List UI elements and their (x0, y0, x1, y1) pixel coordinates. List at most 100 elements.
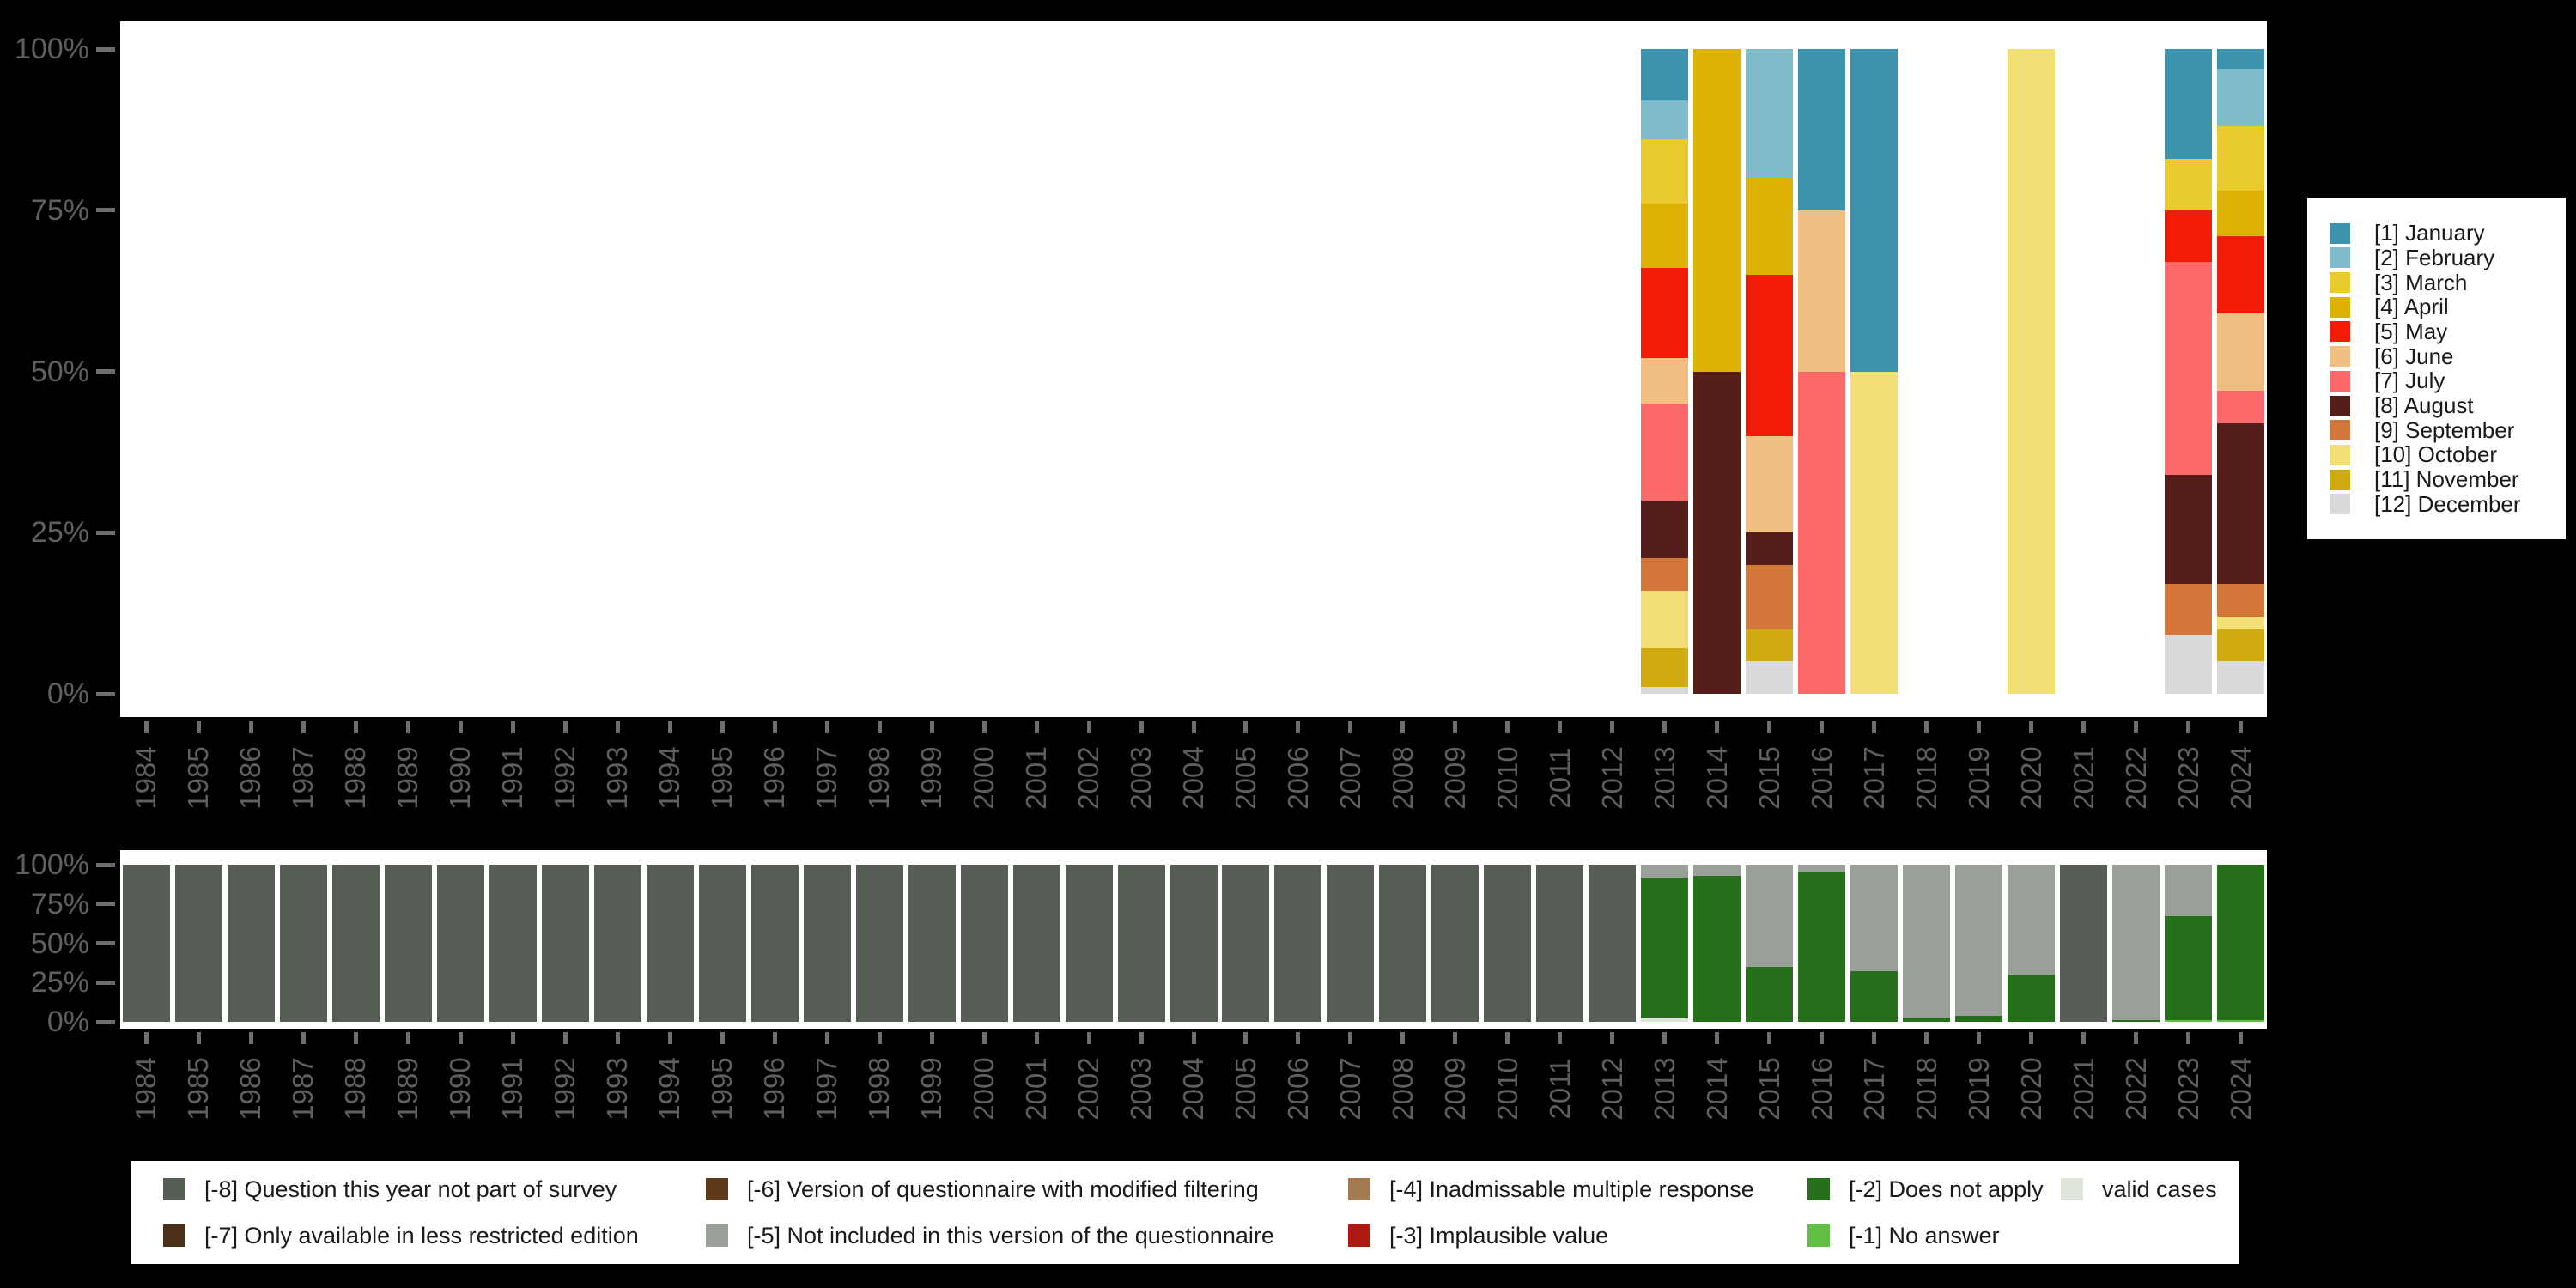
month-chart-x-tick-label: 2009 (1438, 746, 1471, 810)
missing-chart-x-tick-mark (1558, 1032, 1563, 1044)
missing-chart-bar-segment (1850, 865, 1899, 972)
missing-chart-x-tick-label: 2005 (1229, 1057, 1261, 1121)
month-chart-y-tick-label: 75% (30, 193, 89, 227)
missing-chart-bar-segment (646, 865, 694, 1022)
missing-chart-x-tick-mark (1453, 1032, 1458, 1044)
missing-chart-bar-segment (1693, 875, 1741, 1022)
missing-chart-y-tick-mark (96, 902, 115, 907)
month-chart-bar-segment (2217, 235, 2264, 313)
missing-legend-label: [-7] Only available in less restricted e… (204, 1222, 639, 1249)
missing-chart-x-tick-label: 2019 (1962, 1057, 1995, 1121)
missing-chart-bar-segment (1274, 865, 1322, 1022)
month-legend-label: [10] October (2374, 441, 2498, 468)
month-chart-x-tick-mark (929, 721, 934, 733)
month-legend-swatch (2330, 469, 2350, 490)
missing-chart-bar-segment (1431, 865, 1479, 1022)
missing-chart-x-tick-label: 2018 (1910, 1057, 1942, 1121)
missing-chart-x-tick-mark (2081, 1032, 2087, 1044)
missing-legend-item: [-6] Version of questionnaire with modif… (706, 1176, 1259, 1202)
missing-chart-y-tick-label: 0% (46, 1005, 89, 1038)
month-chart-x-tick-mark (824, 721, 829, 733)
missing-chart-bar-segment (1798, 865, 1846, 873)
month-chart-x-tick-mark (2029, 721, 2034, 733)
month-chart-bar-segment (2217, 584, 2264, 617)
month-chart-x-tick-mark (1243, 721, 1249, 733)
month-legend-item: [8] August (2330, 392, 2566, 418)
missing-chart-bar-segment (227, 865, 275, 1022)
month-chart-x-tick-mark (1034, 721, 1039, 733)
month-chart-x-tick-label: 2024 (2224, 746, 2257, 810)
missing-chart-bar-segment (1903, 865, 1951, 1018)
month-legend-item: [9] September (2330, 417, 2566, 443)
month-chart-bar-segment (1641, 139, 1689, 204)
month-legend-label: [6] June (2374, 343, 2454, 369)
month-chart-bar-segment (2217, 422, 2264, 585)
missing-chart-x-tick-mark (301, 1032, 306, 1044)
missing-chart-bar-segment (698, 865, 746, 1022)
missing-chart-bar-segment (1746, 865, 1794, 967)
missing-chart-x-tick-mark (981, 1032, 987, 1044)
month-legend-item: [12] December (2330, 491, 2566, 517)
missing-chart-bar-segment (2217, 865, 2264, 1021)
month-chart-x-tick-mark (353, 721, 358, 733)
month-chart-bar-segment (1641, 558, 1689, 591)
month-chart-x-tick-label: 2014 (1700, 746, 1733, 810)
missing-legend-swatch (706, 1224, 728, 1247)
missing-chart-x-tick-mark (667, 1032, 672, 1044)
missing-chart-x-tick-label: 2001 (1020, 1057, 1053, 1121)
missing-chart-y-tick-label: 50% (30, 927, 89, 960)
month-chart-bar-segment (2165, 635, 2213, 694)
missing-chart-x-tick-label: 1994 (653, 1057, 686, 1121)
month-chart-x-tick-mark (1453, 721, 1458, 733)
month-chart-x-tick-mark (143, 721, 149, 733)
missing-chart-x-tick-label: 1988 (339, 1057, 372, 1121)
missing-chart-y-tick-mark (96, 941, 115, 945)
month-legend-swatch (2330, 420, 2350, 441)
month-chart-x-tick-label: 1984 (130, 746, 162, 810)
missing-chart-x-tick-mark (1977, 1032, 1982, 1044)
month-chart-bar-segment (2217, 49, 2264, 69)
missing-legend-label: [-8] Question this year not part of surv… (204, 1176, 617, 1202)
month-chart-x-tick-mark (1348, 721, 1353, 733)
missing-chart-bar-segment (1955, 865, 2003, 1016)
month-chart-bar-segment (2165, 158, 2213, 210)
missing-chart-x-tick-label: 1996 (758, 1057, 791, 1121)
month-chart-x-tick-mark (1139, 721, 1144, 733)
month-legend-item: [6] June (2330, 343, 2566, 369)
missing-chart-x-tick-mark (2134, 1032, 2139, 1044)
missing-legend-label: [-4] Inadmissable multiple response (1389, 1176, 1754, 1202)
month-chart-bar-segment (1850, 371, 1899, 694)
missing-chart-x-tick-label: 2022 (2119, 1057, 2152, 1121)
missing-chart-x-tick-label: 2000 (968, 1057, 1000, 1121)
missing-chart-bar-segment (1379, 865, 1427, 1022)
month-chart-y-tick-label: 100% (15, 33, 89, 65)
month-chart-x-tick-mark (1767, 721, 1772, 733)
missing-chart-x-tick-mark (720, 1032, 725, 1044)
month-legend: [1] January [2] February [3] March [4] Apri… (2307, 198, 2566, 539)
missing-legend-swatch (163, 1224, 185, 1247)
missing-chart-x-tick-label: 2009 (1438, 1057, 1471, 1121)
missing-chart-x-tick-label: 2016 (1805, 1057, 1838, 1121)
month-chart-x-tick-mark (877, 721, 882, 733)
missing-chart-y-tick-label: 25% (30, 966, 89, 999)
missing-legend-item: valid cases (2061, 1176, 2217, 1202)
month-chart-x-tick-label: 2018 (1910, 746, 1942, 810)
missing-chart-bar-segment (1222, 865, 1270, 1022)
missing-chart-bar-segment (1327, 865, 1375, 1022)
missing-chart-x-tick-label: 2024 (2224, 1057, 2257, 1121)
missing-chart-x-tick-mark (1296, 1032, 1301, 1044)
missing-chart-bar-segment (1641, 877, 1689, 1019)
month-chart-x-tick-mark (1977, 721, 1982, 733)
month-chart-bar-segment (2217, 191, 2264, 236)
month-chart-x-tick-mark (667, 721, 672, 733)
month-legend-swatch (2330, 222, 2350, 244)
month-chart-bar-segment (1798, 49, 1846, 210)
missing-chart-bar-segment (1746, 966, 1794, 1022)
month-chart-x-tick-mark (1662, 721, 1668, 733)
month-chart-x-tick-label: 1989 (392, 746, 424, 810)
month-chart-x-tick-label: 2001 (1020, 746, 1053, 810)
month-chart-x-tick-label: 1992 (549, 746, 581, 810)
missing-chart-x-tick-label: 2011 (1543, 1058, 1576, 1120)
month-chart-x-tick-label: 1998 (863, 746, 896, 810)
